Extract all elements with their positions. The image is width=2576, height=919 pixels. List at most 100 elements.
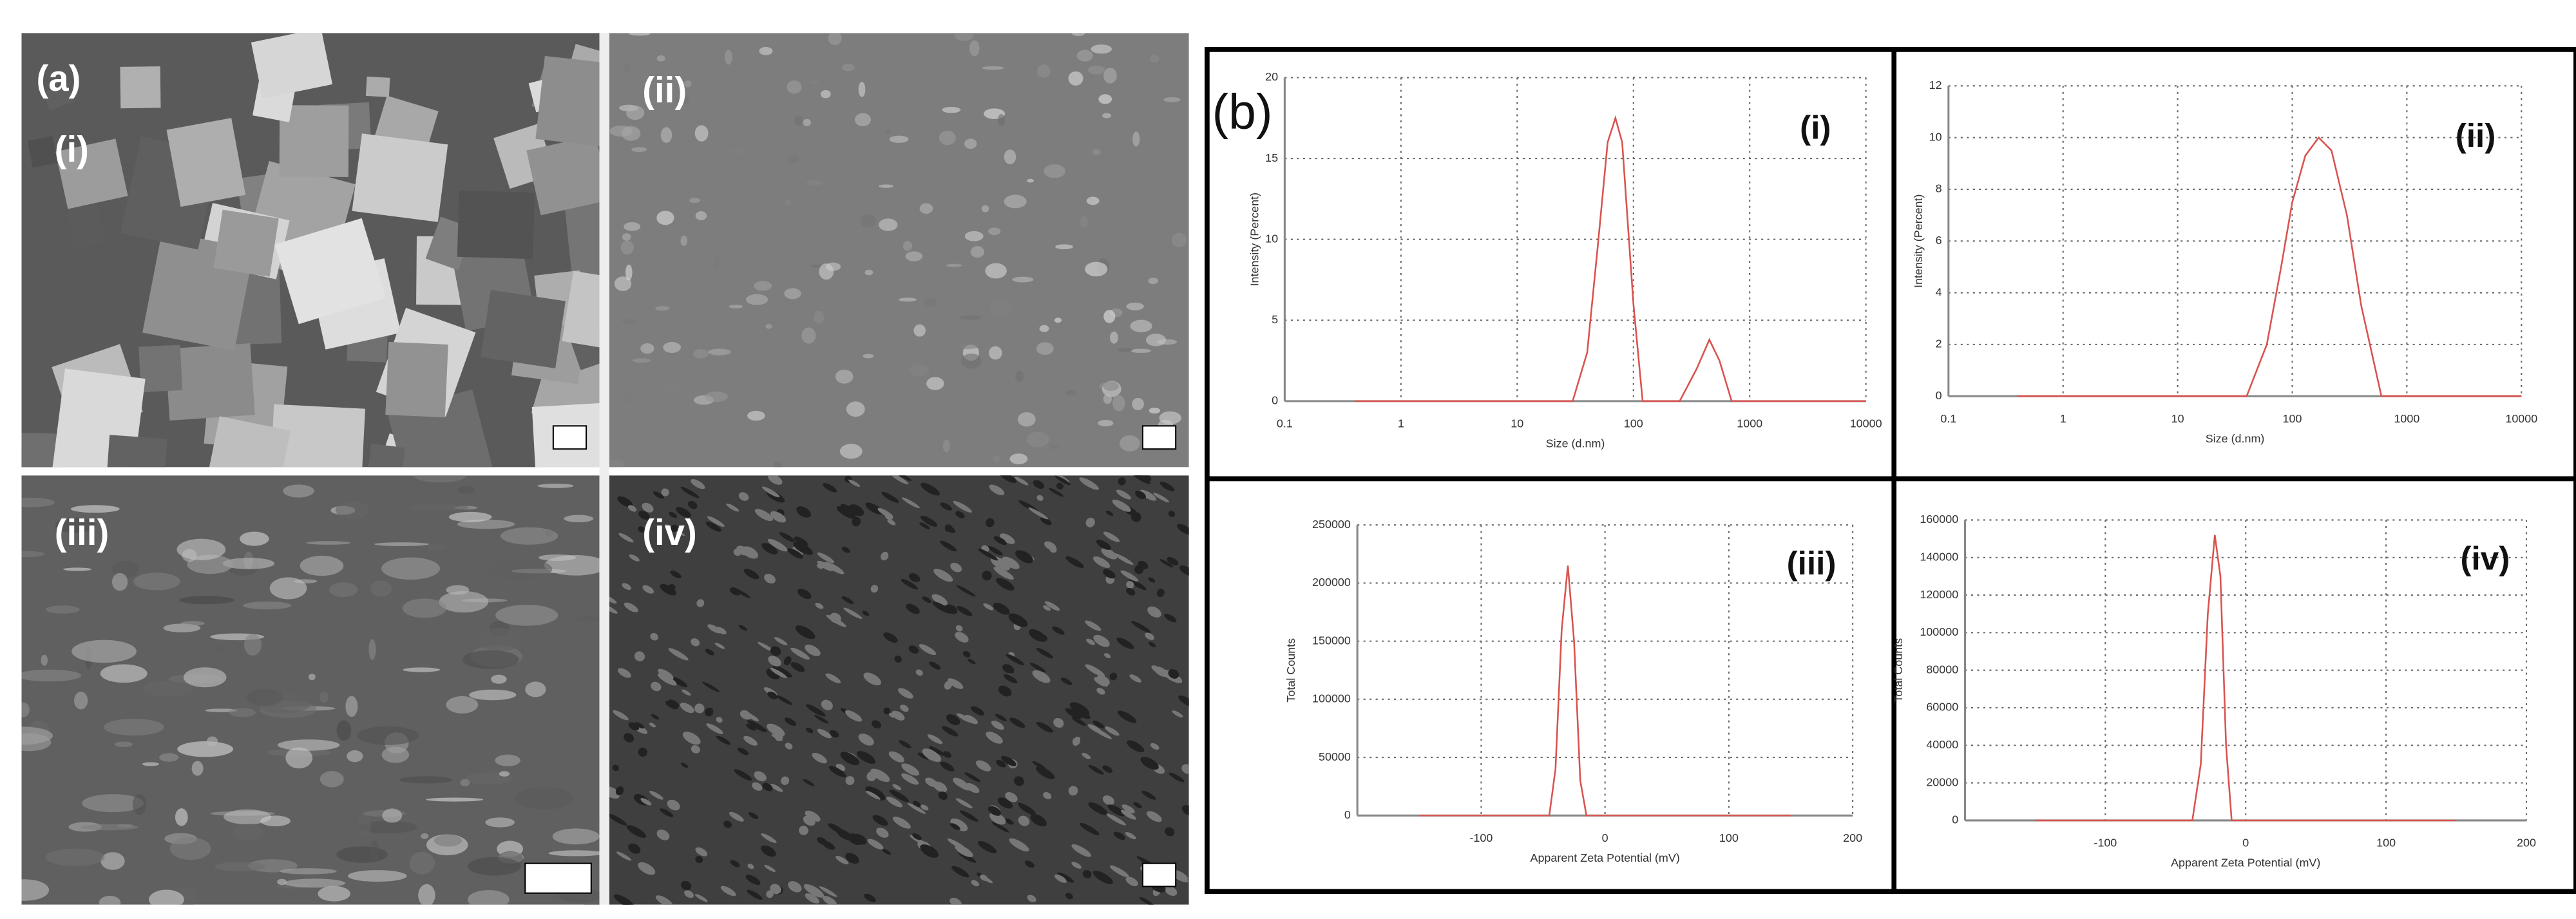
sem-texture bbox=[1009, 717, 1026, 728]
sem-texture bbox=[269, 577, 307, 600]
sem-texture bbox=[866, 790, 881, 800]
sem-texture bbox=[638, 511, 650, 520]
sem-texture bbox=[1015, 370, 1024, 383]
sem-texture bbox=[448, 511, 492, 522]
sem-texture bbox=[1085, 664, 1105, 677]
sem-texture bbox=[995, 714, 1007, 721]
sem-texture bbox=[819, 263, 834, 280]
sem-texture bbox=[707, 516, 725, 527]
sem-texture bbox=[1102, 113, 1112, 118]
sem-texture bbox=[335, 500, 369, 520]
sem-texture bbox=[901, 763, 920, 776]
sem-texture bbox=[922, 596, 931, 603]
sem-texture bbox=[671, 524, 679, 533]
sem-texture bbox=[801, 327, 816, 344]
sem-texture bbox=[741, 546, 758, 559]
sem-texture bbox=[729, 811, 744, 822]
sem-texture bbox=[103, 718, 164, 736]
sem-texture bbox=[1148, 278, 1158, 285]
sem-image bbox=[21, 33, 600, 468]
sem-texture bbox=[114, 741, 133, 748]
sem-texture bbox=[889, 712, 896, 718]
sem-texture bbox=[876, 828, 889, 838]
sem-texture bbox=[759, 46, 773, 55]
sem-texture bbox=[942, 439, 950, 453]
y-tick-label: 8 bbox=[1936, 182, 1942, 195]
data-line bbox=[1355, 115, 1866, 403]
sem-texture bbox=[1017, 412, 1036, 427]
sem-texture bbox=[902, 241, 913, 251]
sem-texture bbox=[165, 343, 255, 421]
sem-texture bbox=[1002, 556, 1020, 569]
sem-texture bbox=[1018, 804, 1036, 816]
sem-texture bbox=[982, 571, 992, 581]
sem-texture bbox=[564, 515, 594, 523]
sem-texture bbox=[70, 505, 120, 513]
sem-texture bbox=[841, 546, 850, 553]
sem-texture bbox=[824, 562, 844, 574]
sem-texture bbox=[1036, 495, 1044, 501]
sem-texture bbox=[704, 392, 728, 403]
sem-texture bbox=[1092, 556, 1111, 568]
sem-texture bbox=[159, 753, 179, 762]
sem-texture bbox=[640, 798, 652, 806]
sem-texture bbox=[1033, 480, 1044, 489]
sem-texture bbox=[720, 886, 736, 896]
sem-texture bbox=[1068, 71, 1083, 86]
sem-texture bbox=[1076, 50, 1093, 62]
sem-texture bbox=[649, 790, 663, 800]
sem-texture bbox=[695, 211, 707, 221]
sem-texture bbox=[870, 585, 879, 593]
sem-texture bbox=[526, 135, 600, 216]
sem-texture bbox=[1132, 131, 1140, 147]
sem-texture bbox=[1106, 813, 1126, 826]
sem-texture bbox=[1164, 613, 1177, 623]
sem-texture bbox=[762, 782, 773, 791]
sem-texture bbox=[27, 136, 58, 168]
sem-texture bbox=[675, 507, 691, 518]
sem-texture bbox=[943, 751, 951, 758]
y-tick-label: 160000 bbox=[1920, 513, 1958, 526]
sem-texture bbox=[277, 739, 340, 751]
sem-texture bbox=[286, 819, 347, 831]
sem-texture bbox=[656, 211, 674, 225]
sem-texture bbox=[993, 602, 1010, 615]
sem-texture bbox=[863, 672, 881, 686]
sem-texture bbox=[1065, 708, 1082, 719]
sem-texture bbox=[940, 502, 952, 511]
image-label: (i) bbox=[55, 129, 89, 169]
sem-texture bbox=[691, 745, 700, 753]
sem-texture bbox=[767, 723, 785, 737]
x-tick-label: 100 bbox=[2376, 837, 2396, 849]
sem-texture bbox=[1036, 342, 1054, 355]
sem-texture bbox=[1054, 874, 1067, 883]
sem-texture bbox=[545, 529, 553, 537]
x-tick-label: 0.1 bbox=[1940, 412, 1956, 425]
y-tick-label: 50000 bbox=[1319, 750, 1351, 763]
sem-texture bbox=[841, 64, 855, 71]
sem-texture bbox=[1049, 488, 1064, 497]
sem-texture bbox=[950, 823, 960, 831]
sem-texture bbox=[213, 209, 279, 277]
sem-texture bbox=[680, 703, 694, 714]
sem-texture bbox=[446, 696, 479, 714]
sem-texture bbox=[306, 541, 351, 545]
sem-texture bbox=[955, 632, 969, 643]
sem-texture bbox=[399, 776, 453, 784]
sem-texture bbox=[1080, 216, 1088, 228]
sem-texture bbox=[45, 605, 80, 614]
sem-texture bbox=[73, 691, 88, 710]
sem-texture bbox=[899, 298, 917, 302]
sem-texture bbox=[656, 55, 665, 62]
sem-texture bbox=[660, 808, 674, 817]
sem-texture bbox=[684, 80, 692, 88]
sem-texture bbox=[1088, 802, 1108, 815]
sem-texture bbox=[761, 486, 780, 498]
sem-texture bbox=[1092, 149, 1101, 155]
sem-texture bbox=[940, 761, 955, 772]
sem-texture bbox=[707, 348, 731, 355]
sem-texture bbox=[1112, 395, 1125, 412]
sem-texture bbox=[889, 135, 909, 143]
sem-texture bbox=[1096, 540, 1111, 550]
